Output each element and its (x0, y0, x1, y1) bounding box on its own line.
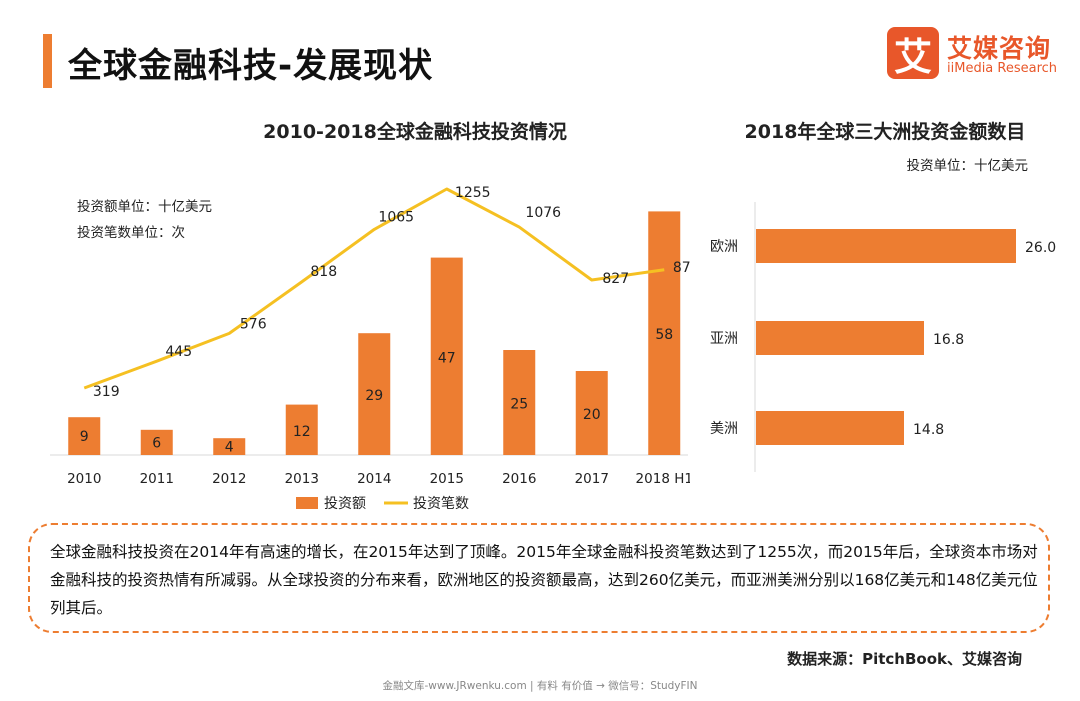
side-bar (756, 321, 924, 355)
side-unit-label: 投资单位：十亿美元 (907, 158, 1029, 174)
x-tick-label: 2015 (430, 471, 464, 487)
logo-english-name: iiMedia Research (947, 61, 1058, 76)
title-accent-bar (43, 34, 52, 88)
data-source: 数据来源：PitchBook、艾媒咨询 (787, 650, 1022, 668)
page-title: 全球金融科技-发展现状 (68, 46, 434, 86)
count-line (83, 187, 665, 390)
count-line-label: 319 (93, 384, 120, 400)
count-unit-label: 投资笔数单位：次 (77, 225, 185, 241)
x-tick-label: 2017 (575, 471, 609, 487)
main-chart-title: 2010-2018全球金融科技投资情况 (263, 120, 567, 143)
amount-bar-label: 9 (80, 429, 89, 445)
summary-text: 全球金融科技投资在2014年有高速的增长，在2015年达到了顶峰。2015年全球… (50, 543, 1038, 617)
x-tick-label: 2012 (212, 471, 246, 487)
amount-bar-label: 6 (152, 435, 161, 451)
legend-amount-label: 投资额 (324, 496, 366, 512)
x-tick-label: 2010 (67, 471, 101, 487)
amount-bar-label: 20 (583, 407, 601, 423)
amount-bar (68, 417, 101, 455)
legend-amount-swatch (296, 497, 318, 509)
amount-bar-label: 58 (655, 327, 673, 343)
side-bar (756, 411, 904, 445)
amount-bar (140, 429, 173, 455)
investment-chart: 2010-2018全球金融科技投资情况 投资额单位：十亿美元 投资笔数单位：次 … (50, 120, 690, 512)
x-tick-label: 2014 (357, 471, 391, 487)
count-line-label: 875 (673, 260, 690, 276)
summary-box: 全球金融科技投资在2014年有高速的增长，在2015年达到了顶峰。2015年全球… (28, 523, 1050, 633)
legend-count-label: 投资笔数 (413, 496, 469, 512)
side-bar-label: 16.8 (933, 332, 964, 348)
side-chart-title: 2018年全球三大洲投资金额数目 (745, 120, 1026, 143)
amount-bar (503, 350, 536, 455)
count-line-label: 1255 (455, 185, 491, 201)
side-bar (756, 229, 1016, 263)
amount-bar-label: 25 (510, 397, 528, 413)
amount-bar-label: 29 (365, 388, 383, 404)
side-category-label: 美洲 (710, 421, 738, 437)
amount-bar-label: 12 (293, 424, 311, 440)
count-line-label: 818 (310, 264, 337, 280)
amount-unit-label: 投资额单位：十亿美元 (77, 199, 212, 215)
amount-bar (430, 257, 463, 455)
side-category-label: 亚洲 (710, 331, 738, 347)
count-line-label: 445 (165, 344, 192, 360)
amount-bar (358, 333, 391, 455)
amount-bar (575, 371, 608, 455)
x-tick-label: 2016 (502, 471, 536, 487)
x-tick-label: 2018 H1 (636, 471, 690, 487)
amount-bar (285, 404, 318, 455)
amount-bar (648, 211, 681, 455)
side-category-label: 欧洲 (710, 239, 738, 255)
logo-mark-icon: 艾 (887, 27, 939, 79)
continent-chart: 2018年全球三大洲投资金额数目 投资单位：十亿美元 欧洲 26.0 亚洲 16.8 美… (710, 120, 1056, 472)
amount-bar-label: 47 (438, 350, 456, 366)
logo: 艾 艾媒咨询 iiMedia Research (887, 27, 1062, 87)
count-line-label: 827 (602, 271, 629, 287)
amount-bar (213, 438, 246, 455)
x-tick-label: 2011 (140, 471, 174, 487)
side-bar-label: 26.0 (1025, 240, 1056, 256)
logo-chinese-name: 艾媒咨询 (947, 34, 1052, 63)
amount-bar-label: 4 (225, 440, 234, 456)
count-line-label: 1065 (378, 209, 414, 225)
side-bar-label: 14.8 (913, 422, 944, 438)
x-tick-label: 2013 (285, 471, 319, 487)
count-line-label: 576 (240, 316, 267, 332)
footer: 金融文库-www.JRwenku.com | 有料 有价值 → 微信号：Stud… (382, 680, 698, 692)
count-line-label: 1076 (525, 205, 561, 221)
